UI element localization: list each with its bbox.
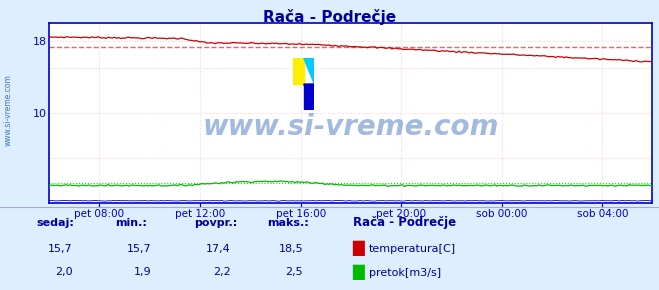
Text: 17,4: 17,4 bbox=[206, 244, 231, 254]
Text: www.si-vreme.com: www.si-vreme.com bbox=[3, 74, 13, 146]
Text: 18,5: 18,5 bbox=[279, 244, 303, 254]
Text: pretok[m3/s]: pretok[m3/s] bbox=[369, 267, 441, 278]
Polygon shape bbox=[304, 58, 314, 84]
Text: 15,7: 15,7 bbox=[127, 244, 152, 254]
Text: 2,5: 2,5 bbox=[285, 267, 303, 278]
Text: Rača - Podrečje: Rača - Podrečje bbox=[263, 9, 396, 25]
Text: █: █ bbox=[353, 264, 364, 280]
Bar bbox=[304, 84, 314, 110]
Text: sedaj:: sedaj: bbox=[36, 218, 74, 228]
Text: temperatura[C]: temperatura[C] bbox=[369, 244, 456, 254]
Text: maks.:: maks.: bbox=[267, 218, 308, 228]
Text: min.:: min.: bbox=[115, 218, 147, 228]
Polygon shape bbox=[304, 84, 314, 110]
Text: 2,2: 2,2 bbox=[213, 267, 231, 278]
Text: povpr.:: povpr.: bbox=[194, 218, 238, 228]
Text: █: █ bbox=[353, 241, 364, 256]
Text: 15,7: 15,7 bbox=[48, 244, 72, 254]
Text: www.si-vreme.com: www.si-vreme.com bbox=[203, 113, 499, 142]
Text: 2,0: 2,0 bbox=[55, 267, 72, 278]
Text: 1,9: 1,9 bbox=[134, 267, 152, 278]
Bar bbox=[293, 58, 304, 84]
Text: Rača - Podrečje: Rača - Podrečje bbox=[353, 216, 455, 229]
